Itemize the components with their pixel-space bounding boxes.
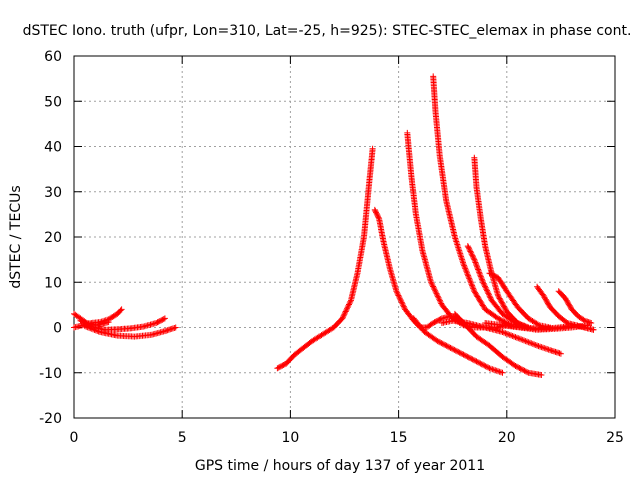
x-tick-label: 15: [390, 430, 408, 446]
series-7-markers: [410, 315, 506, 376]
y-tick-label: -10: [39, 366, 62, 382]
x-tick-label: 5: [178, 430, 187, 446]
series-12: [438, 317, 564, 357]
y-axis-label: dSTEC / TECUs: [8, 185, 24, 288]
y-tick-label: 60: [44, 49, 62, 65]
series-8-markers: [430, 73, 515, 329]
chart-title: dSTEC Iono. truth (ufpr, Lon=310, Lat=-2…: [23, 23, 632, 39]
y-tick-label: 30: [44, 185, 62, 201]
series-3: [81, 323, 179, 340]
x-tick-label: 25: [606, 430, 624, 446]
y-tick-label: 40: [44, 140, 62, 156]
series-17-markers: [482, 320, 592, 333]
series-13-markers: [486, 270, 554, 331]
x-tick-label: 10: [281, 430, 299, 446]
series-7: [410, 315, 506, 376]
y-tick-label: 20: [44, 230, 62, 246]
y-tick-label: 10: [44, 275, 62, 291]
y-tick-label: 0: [53, 321, 62, 337]
series-17: [482, 320, 592, 333]
y-tick-label: -20: [39, 411, 62, 427]
grid-lines: [74, 56, 615, 418]
x-axis-ticks: 0 5 10 15 20 25: [70, 56, 624, 446]
series-3-markers: [81, 323, 179, 340]
series-12-markers: [438, 317, 564, 357]
series-4: [274, 145, 376, 372]
series-2-markers: [77, 315, 168, 333]
series-4-markers: [274, 145, 376, 372]
data-series: [71, 73, 597, 378]
series-2: [77, 315, 168, 333]
series-13: [486, 270, 554, 331]
y-tick-label: 50: [44, 94, 62, 110]
series-8: [430, 73, 515, 329]
series-15-markers: [555, 288, 595, 326]
series-15: [555, 288, 595, 326]
series-10: [471, 154, 532, 331]
x-tick-label: 20: [498, 430, 516, 446]
x-axis-label: GPS time / hours of day 137 of year 2011: [195, 458, 485, 474]
y-axis-ticks: -20 -10 0 10 20 30 40 50 60: [39, 49, 615, 427]
x-tick-label: 0: [70, 430, 79, 446]
series-10-markers: [471, 154, 532, 331]
